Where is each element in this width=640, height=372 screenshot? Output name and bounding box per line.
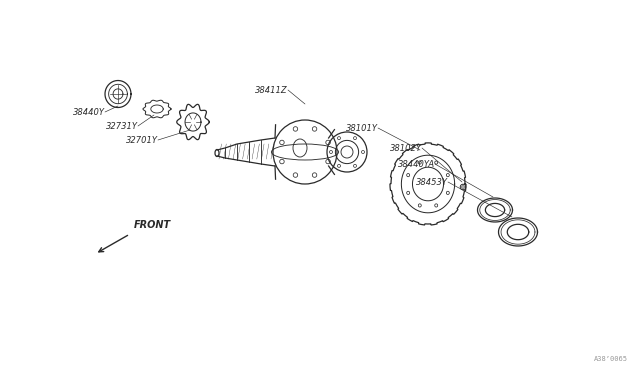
Text: 32701Y: 32701Y [126,135,158,144]
Text: 38440YA: 38440YA [398,160,435,169]
Text: 38453Y: 38453Y [416,177,448,186]
Text: A38’0065: A38’0065 [594,356,628,362]
Text: 38440Y: 38440Y [73,108,105,116]
Text: 32731Y: 32731Y [106,122,138,131]
Text: 38101Y: 38101Y [346,124,378,132]
Text: FRONT: FRONT [134,220,171,230]
Text: 38411Z: 38411Z [255,86,288,94]
Text: 38102Y: 38102Y [390,144,422,153]
